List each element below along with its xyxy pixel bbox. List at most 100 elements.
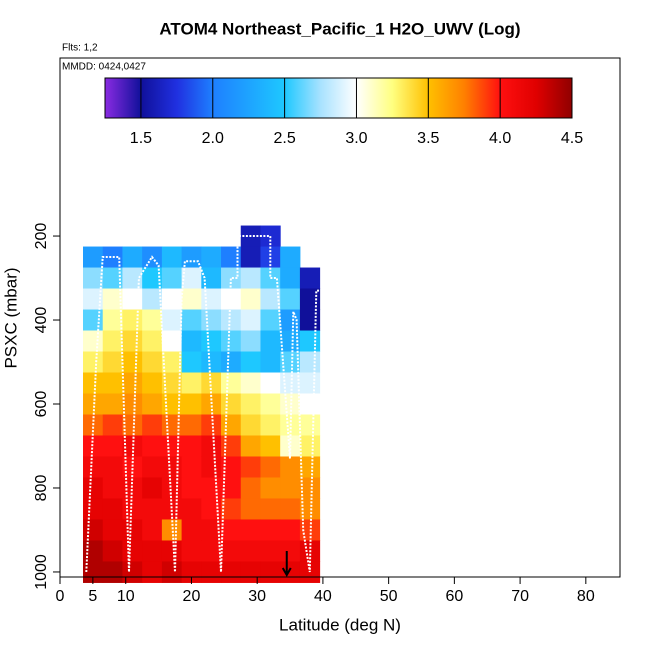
flight-track <box>85 235 323 573</box>
heat-cell <box>83 435 104 457</box>
date-note: MMDD: 0424,0427 <box>62 62 146 73</box>
heat-cell <box>181 288 202 311</box>
heat-cell <box>83 414 104 436</box>
heat-cell <box>83 519 104 541</box>
heat-cell <box>142 540 163 562</box>
heat-cell <box>102 414 123 436</box>
heat-cell <box>181 561 202 583</box>
y-tick-label: 600 <box>33 391 50 418</box>
heat-cell <box>181 372 202 395</box>
heat-cell <box>299 351 321 374</box>
x-tick-label: 50 <box>380 588 398 605</box>
heat-cell <box>240 393 261 415</box>
heat-cell <box>142 372 163 395</box>
heat-cell <box>201 414 222 436</box>
heat-cell <box>161 519 183 541</box>
heat-cell <box>280 309 301 332</box>
heat-cell <box>280 330 301 353</box>
heat-cell <box>102 267 123 290</box>
heat-cell <box>280 351 301 374</box>
heat-cell <box>161 330 183 353</box>
heat-cell <box>102 288 123 311</box>
heat-cell <box>102 540 123 562</box>
heat-cell <box>83 246 104 269</box>
heat-cell <box>161 267 183 290</box>
heat-cell <box>260 540 281 562</box>
colorbar-tick-label: 3.0 <box>345 130 367 147</box>
heat-cell <box>221 351 242 374</box>
heat-cell <box>201 435 222 457</box>
x-tick-label: 5 <box>88 588 97 605</box>
heat-cell <box>122 477 143 499</box>
heat-cell <box>221 246 242 269</box>
heat-cell <box>142 393 163 415</box>
heat-cell <box>299 393 321 415</box>
heat-cell <box>102 477 123 499</box>
heat-cell <box>142 351 163 374</box>
heat-cell <box>260 309 281 332</box>
heat-cell <box>221 309 242 332</box>
heat-cell <box>201 309 222 332</box>
heat-cell <box>122 456 143 478</box>
heat-cell <box>161 351 183 374</box>
heat-cell <box>122 540 143 562</box>
heat-cell <box>83 498 104 520</box>
heat-cell <box>122 561 143 583</box>
heat-cell <box>221 372 242 395</box>
x-axis-label: Latitude (deg N) <box>279 615 401 634</box>
heat-cell <box>201 267 222 290</box>
heat-cell <box>260 288 281 311</box>
heat-cell <box>181 267 202 290</box>
heat-cell <box>161 246 183 269</box>
heat-cell <box>122 351 143 374</box>
heat-cell <box>161 393 183 415</box>
heat-cell <box>280 498 301 520</box>
heat-cell <box>240 372 261 395</box>
heat-cell <box>221 288 242 311</box>
heat-cell <box>181 456 202 478</box>
colorbar <box>104 77 573 119</box>
heat-cell <box>181 351 202 374</box>
heat-cell <box>280 477 301 499</box>
heat-cell <box>142 456 163 478</box>
heat-cell <box>260 414 281 436</box>
chart-title: ATOM4 Northeast_Pacific_1 H2O_UWV (Log) <box>159 19 520 38</box>
heat-cell <box>122 246 143 269</box>
heat-cell <box>299 435 321 457</box>
heat-cell <box>161 477 183 499</box>
heat-cell <box>161 288 183 311</box>
heat-cell <box>122 519 143 541</box>
plot-frame <box>59 57 621 578</box>
heat-cell <box>221 477 242 499</box>
heat-cell <box>142 267 163 290</box>
heat-cell <box>122 309 143 332</box>
heat-cell <box>181 477 202 499</box>
heat-cell <box>102 393 123 415</box>
heat-cell <box>299 456 321 478</box>
y-axis-label: PSXC (mbar) <box>1 267 20 368</box>
heat-cell <box>221 498 242 520</box>
x-tick-label: 30 <box>248 588 266 605</box>
y-tick-label: 800 <box>33 475 50 502</box>
heat-cell <box>299 414 321 436</box>
y-tick-label: 200 <box>33 223 50 250</box>
x-tick-label: 20 <box>183 588 201 605</box>
heat-cell <box>181 435 202 457</box>
heat-cell <box>142 561 163 583</box>
heat-cell <box>240 330 261 353</box>
heat-cell <box>221 414 242 436</box>
heat-cell <box>201 519 222 541</box>
heat-cell <box>280 267 301 290</box>
heat-cell <box>161 540 183 562</box>
heat-cell <box>102 498 123 520</box>
heat-cell <box>181 330 202 353</box>
heat-cell <box>181 519 202 541</box>
heat-cell <box>280 246 301 269</box>
heat-cell <box>299 309 321 332</box>
heat-cell <box>83 351 104 374</box>
heat-cell <box>201 540 222 562</box>
heat-cell <box>240 456 261 478</box>
colorbar-tick-label: 4.5 <box>561 130 583 147</box>
heat-cell <box>122 330 143 353</box>
